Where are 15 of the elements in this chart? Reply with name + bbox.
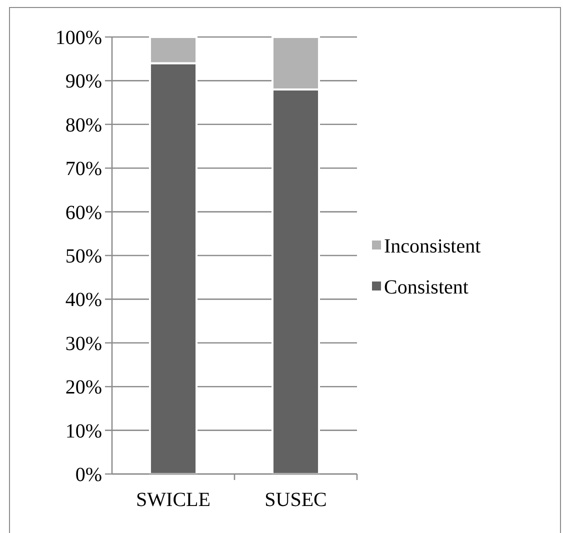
- legend-label: Consistent: [384, 276, 469, 298]
- y-tick-label: 100%: [55, 27, 102, 49]
- legend-label: Inconsistent: [384, 236, 482, 258]
- y-tick-label: 50%: [65, 246, 102, 268]
- x-tick-label: SUSEC: [264, 489, 327, 511]
- y-tick-label: 60%: [65, 202, 102, 224]
- x-tick-label: SWICLE: [136, 489, 210, 511]
- y-tick-label: 10%: [65, 420, 102, 442]
- y-tick-label: 90%: [65, 70, 102, 93]
- y-tick-label: 20%: [65, 376, 102, 399]
- y-tick-label: 0%: [75, 464, 102, 486]
- y-tick-label: 30%: [65, 332, 102, 355]
- y-tick-label: 40%: [65, 289, 102, 312]
- y-tick-label: 70%: [65, 158, 102, 180]
- y-tick-label: 80%: [65, 114, 102, 136]
